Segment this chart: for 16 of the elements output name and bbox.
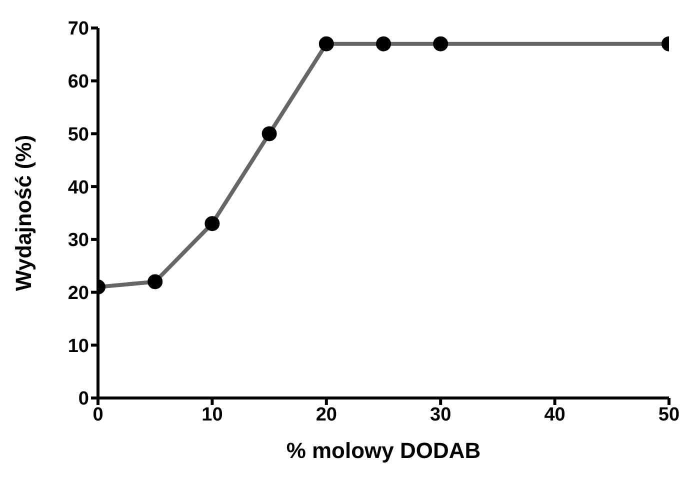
y-tick-label: 60 [68, 72, 89, 93]
y-tick-label: 50 [68, 124, 89, 146]
x-tick-label: 10 [202, 404, 223, 426]
x-tick-label: 30 [430, 404, 452, 426]
x-tick-label: 40 [544, 404, 566, 426]
x-tick-label: 20 [316, 404, 337, 426]
y-tick-label: 30 [68, 230, 89, 252]
y-tick-label: 70 [68, 18, 89, 40]
x-axis-title: % molowy DODAB [286, 438, 481, 463]
y-tick-label: 20 [68, 283, 89, 304]
x-tick-label: 0 [92, 404, 104, 426]
y-axis-title: Wydajność (%) [10, 134, 36, 292]
x-tick-label: 50 [658, 404, 680, 426]
y-tick-label: 40 [68, 177, 89, 198]
y-tick-label: 10 [68, 336, 89, 357]
y-tick-label: 0 [78, 388, 89, 410]
